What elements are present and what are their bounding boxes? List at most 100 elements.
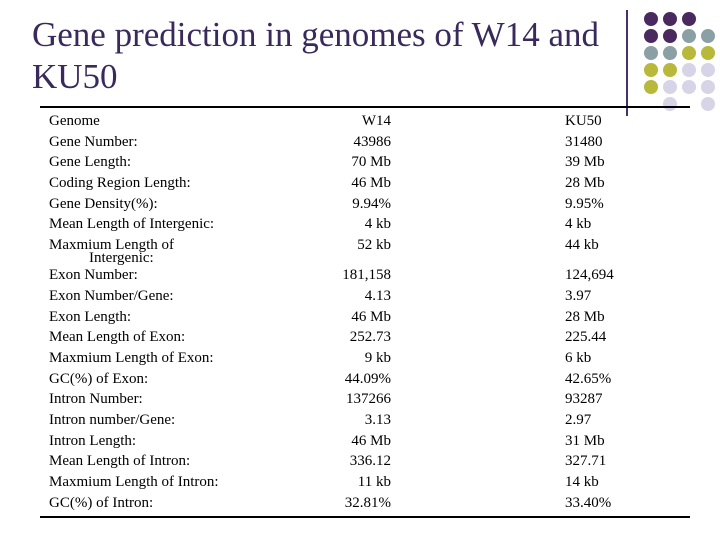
w14-value: 32.81% — [344, 494, 391, 511]
decorative-dot — [663, 63, 677, 77]
ku50-value: 31 Mb — [565, 432, 605, 449]
w14-value: 43986 — [353, 133, 392, 150]
table-row: Intron Number: 137266 93287 — [49, 389, 689, 410]
decorative-dot — [682, 63, 696, 77]
w14-value: 11 kb — [357, 474, 391, 490]
ku50-value: 93287 — [565, 391, 603, 408]
decorative-dot — [663, 29, 677, 43]
table-row: GC(%) of Exon: 44.09% 42.65% — [49, 369, 689, 390]
ku50-value: 6 kb — [565, 349, 592, 366]
decorative-dot — [663, 12, 677, 26]
table-row: Mean Length of Intergenic: 4 kb 4 kb — [49, 214, 689, 235]
row-label-text: Exon Length: — [49, 308, 132, 325]
table-row: GC(%) of Intron: 32.81% 33.40% — [49, 493, 689, 514]
decorative-dot — [701, 80, 715, 94]
ku50-value: 4 kb — [565, 216, 592, 233]
table-row: Exon Number/Gene: 4.13 3.97 — [49, 286, 689, 307]
decorative-dot — [682, 80, 696, 94]
row-label-text: Mean Length of Exon: — [49, 329, 186, 346]
w14-value: 336.12 — [349, 453, 391, 470]
ku50-value: 33.40% — [565, 494, 612, 511]
row-label: GC(%) of Exon: — [49, 369, 148, 390]
table-row: Exon Number: 181,158 124,694 — [49, 265, 689, 286]
table-bottom-rule — [40, 516, 690, 518]
decorative-dot — [701, 63, 715, 77]
row-label: Maxmium Length of Intergenic: — [49, 235, 174, 265]
w14-value: 46 Mb — [351, 175, 391, 192]
row-label-text: GC(%) of Intron: — [49, 494, 154, 511]
w14-value: 52 kb — [357, 237, 391, 254]
row-label-text: Exon Number: — [49, 267, 138, 284]
w14-value: 46 Mb — [351, 432, 391, 449]
row-label-text: Maxmium Length of Exon: — [49, 349, 214, 366]
w14-value: 4 kb — [364, 216, 391, 233]
row-label-text: Gene Density(%): — [49, 195, 158, 212]
w14-value: 44.09% — [344, 370, 391, 387]
decorative-dot — [644, 80, 658, 94]
table-row: Intron Length: 46 Mb 31 Mb — [49, 431, 689, 452]
row-label: Exon Number/Gene: — [49, 286, 174, 307]
row-label-text: Genome — [49, 113, 100, 129]
decorative-dot — [663, 46, 677, 60]
row-label: Intron Number: — [49, 389, 143, 410]
w14-value: W14 — [361, 113, 391, 129]
ku50-value: 225.44 — [565, 329, 607, 346]
row-label: Exon Number: — [49, 265, 138, 286]
ku50-value: 9.95% — [565, 195, 604, 212]
row-label: Gene Length: — [49, 152, 131, 173]
row-label-text: Exon Number/Gene: — [49, 287, 174, 304]
decorative-dot — [701, 29, 715, 43]
decorative-dot — [701, 46, 715, 60]
ku50-value: 28 Mb — [565, 308, 605, 325]
row-label: Coding Region Length: — [49, 173, 191, 194]
decorative-dot — [701, 97, 715, 111]
ku50-value: 14 kb — [565, 474, 599, 490]
decorative-dot-grid — [644, 12, 720, 122]
decorative-dot — [644, 46, 658, 60]
row-label-text: Coding Region Length: — [49, 175, 191, 192]
row-label-text: Mean Length of Intergenic: — [49, 216, 215, 233]
decorative-dot — [682, 12, 696, 26]
row-label: Genome — [49, 111, 100, 132]
table-row: Coding Region Length: 46 Mb 28 Mb — [49, 173, 689, 194]
ku50-value: 31480 — [565, 133, 603, 150]
row-label: Mean Length of Intron: — [49, 451, 190, 472]
table-row: Gene Number: 43986 31480 — [49, 132, 689, 153]
row-label-text: Intron Number: — [49, 391, 143, 408]
table-row: Gene Length: 70 Mb 39 Mb — [49, 152, 689, 173]
ku50-value: 2.97 — [565, 411, 592, 428]
row-label-text: Maxmium Length of — [49, 237, 174, 254]
table-row: Gene Density(%): 9.94% 9.95% — [49, 194, 689, 215]
w14-value: 46 Mb — [351, 308, 391, 325]
row-label: Mean Length of Exon: — [49, 327, 185, 348]
table-row: Mean Length of Exon: 252.73 225.44 — [49, 327, 689, 348]
decorative-dot — [663, 97, 677, 111]
row-label: GC(%) of Intron: — [49, 493, 153, 514]
row-label: Mean Length of Intergenic: — [49, 214, 214, 235]
row-label: Intron number/Gene: — [49, 410, 175, 431]
table-row: Maxmium Length of Exon: 9 kb 6 kb — [49, 348, 689, 369]
ku50-value: 327.71 — [565, 453, 607, 470]
ku50-value: 42.65% — [565, 370, 612, 387]
decorative-dot — [663, 80, 677, 94]
decorative-dot — [644, 63, 658, 77]
table-row: Exon Length: 46 Mb 28 Mb — [49, 307, 689, 328]
ku50-value: 124,694 — [565, 267, 614, 284]
w14-value: 9 kb — [364, 349, 391, 366]
ku50-value: 44 kb — [565, 237, 599, 254]
row-label: Gene Density(%): — [49, 194, 158, 215]
page-title: Gene prediction in genomes of W14 and KU… — [32, 15, 599, 96]
w14-value: 137266 — [346, 391, 391, 408]
ku50-value: 28 Mb — [565, 175, 605, 192]
row-label: Maxmium Length of Intron: — [49, 472, 219, 493]
table-row: Intron number/Gene: 3.13 2.97 — [49, 410, 689, 431]
row-label: Gene Number: — [49, 132, 138, 153]
row-label-text: Gene Number: — [49, 133, 138, 150]
table-row: Mean Length of Intron: 336.12 327.71 — [49, 451, 689, 472]
row-label-text: Mean Length of Intron: — [49, 453, 191, 470]
title-divider — [626, 10, 628, 116]
row-label-text: GC(%) of Exon: — [49, 370, 149, 387]
w14-value: 9.94% — [352, 195, 391, 212]
w14-value: 252.73 — [349, 329, 391, 346]
table-row: Genome W14 KU50 — [49, 111, 689, 132]
